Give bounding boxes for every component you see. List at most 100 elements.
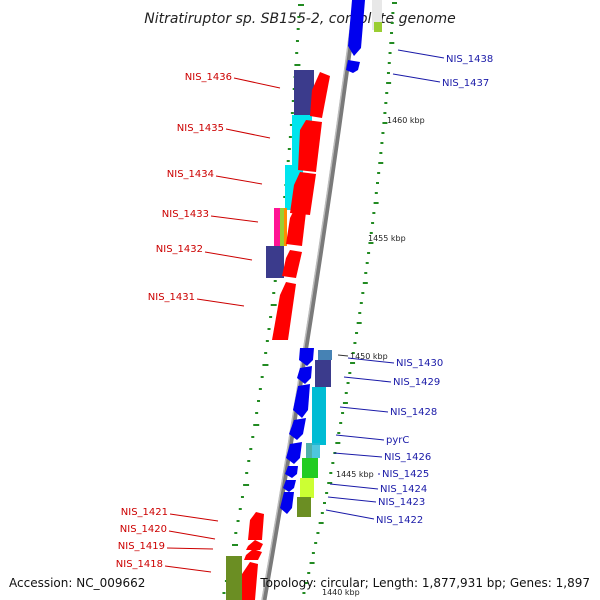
gene-label-nis-1429[interactable]: NIS_1429 <box>343 376 440 388</box>
gene-label-nis-1421[interactable]: NIS_1421 <box>121 507 219 522</box>
gene-label-nis-1437[interactable]: NIS_1437 <box>392 73 489 89</box>
gene-label-nis-1436[interactable]: NIS_1436 <box>185 72 281 89</box>
gc-dash <box>272 292 276 294</box>
gc-dash <box>388 52 392 54</box>
gene-arrow <box>346 60 360 73</box>
svg-text:NIS_1420: NIS_1420 <box>120 524 167 535</box>
gc-dash <box>364 272 368 274</box>
gc-dash <box>342 402 348 404</box>
gc-dash <box>381 132 385 134</box>
svg-text:NIS_1425: NIS_1425 <box>382 469 429 480</box>
gc-dash <box>339 422 343 424</box>
gc-dash <box>385 92 389 94</box>
gc-dash <box>247 460 251 462</box>
gene-label-nis-1423[interactable]: NIS_1423 <box>327 496 425 508</box>
svg-text:NIS_1418: NIS_1418 <box>116 559 163 570</box>
gene-labels-reverse: NIS_1436 NIS_1435 NIS_1434 NIS_1433 NIS_… <box>116 72 281 573</box>
gc-dash <box>382 122 388 124</box>
gc-dash <box>329 472 333 474</box>
gc-dash <box>325 492 329 494</box>
gc-dash <box>236 520 240 522</box>
gc-dash <box>337 432 341 434</box>
gc-dash <box>316 532 320 534</box>
svg-text:NIS_1436: NIS_1436 <box>185 72 232 83</box>
gc-dash <box>240 496 244 498</box>
svg-text:NIS_1424: NIS_1424 <box>380 484 427 495</box>
gene-label-nis-1420[interactable]: NIS_1420 <box>120 524 216 540</box>
gene-label-nis-1432[interactable]: NIS_1432 <box>156 244 253 261</box>
svg-text:NIS_1435: NIS_1435 <box>177 123 224 134</box>
genome-backbone-inner <box>261 0 355 600</box>
svg-text:NIS_1432: NIS_1432 <box>156 244 203 255</box>
gc-dash <box>358 312 362 314</box>
gc-dash <box>386 82 392 84</box>
gc-dash <box>371 222 375 224</box>
gc-dash <box>260 376 264 378</box>
tick-label-1440: 1440 kbp <box>322 588 360 597</box>
gc-dash <box>243 484 250 486</box>
gc-dash <box>392 2 397 4</box>
gc-dash <box>331 462 335 464</box>
gc-dash <box>374 192 378 194</box>
gc-dash <box>311 552 315 554</box>
svg-text:NIS_1422: NIS_1422 <box>376 515 423 526</box>
svg-text:NIS_1421: NIS_1421 <box>121 507 168 518</box>
gc-dash <box>335 442 341 444</box>
gc-dash <box>309 562 315 564</box>
tick-label-1455: 1455 kbp <box>368 234 406 243</box>
gene-label-nis-1424[interactable]: NIS_1424 <box>329 483 427 495</box>
gene-label-nis-1433[interactable]: NIS_1433 <box>162 209 259 223</box>
gc-dash <box>288 136 292 138</box>
forward-genes <box>280 348 332 517</box>
gene-label-nis-1425[interactable]: NIS_1425 <box>378 469 429 480</box>
gc-dash <box>295 40 299 42</box>
gc-dash <box>380 142 384 144</box>
tick-labels: 1460 kbp 1455 kbp 1450 kbp 1445 kbp 1440… <box>322 116 425 597</box>
gc-dash <box>369 232 373 234</box>
gene-label-nis-1435[interactable]: NIS_1435 <box>177 123 271 139</box>
svg-text:NIS_1431: NIS_1431 <box>148 292 195 303</box>
gc-dash <box>234 532 238 534</box>
gene-label-nis-1419[interactable]: NIS_1419 <box>118 541 214 552</box>
svg-text:NIS_1438: NIS_1438 <box>446 54 493 65</box>
svg-text:NIS_1423: NIS_1423 <box>378 497 425 508</box>
gc-dash <box>262 364 269 366</box>
gc-dash <box>375 182 379 184</box>
gene-label-nis-1430[interactable]: NIS_1430 <box>347 357 443 369</box>
gc-dash <box>267 328 271 330</box>
gene-label-nis-1422[interactable]: NIS_1422 <box>325 509 423 526</box>
gc-dash <box>290 112 294 114</box>
gc-dash <box>257 400 261 402</box>
gene-label-nis-1426[interactable]: NIS_1426 <box>333 452 431 463</box>
gc-dash <box>318 522 324 524</box>
gc-dash <box>320 512 324 514</box>
accession-text: Accession: NC_009662 <box>9 576 146 590</box>
gc-dash <box>265 340 269 342</box>
svg-text:NIS_1428: NIS_1428 <box>390 407 437 418</box>
gc-dash <box>344 392 348 394</box>
gene-label-nis-1434[interactable]: NIS_1434 <box>167 169 263 185</box>
svg-text:NIS_1434: NIS_1434 <box>167 169 214 180</box>
gc-dash <box>390 22 394 24</box>
gc-dash <box>307 572 311 574</box>
gc-dash <box>304 582 308 584</box>
gc-dash <box>287 148 291 150</box>
gc-dash <box>295 52 299 54</box>
gene-label-nis-1438[interactable]: NIS_1438 <box>397 49 493 65</box>
gc-dash <box>367 252 371 254</box>
gene-label-nis-1428[interactable]: NIS_1428 <box>339 406 437 418</box>
gc-dash <box>341 412 345 414</box>
gene-label-nis-1431[interactable]: NIS_1431 <box>148 292 245 307</box>
tick-label-1460: 1460 kbp <box>387 116 425 125</box>
svg-text:NIS_1426: NIS_1426 <box>384 452 431 463</box>
svg-text:NIS_1419: NIS_1419 <box>118 541 165 552</box>
gc-dash <box>390 32 394 34</box>
gc-dash <box>351 352 355 354</box>
gene-label-nis-1418[interactable]: NIS_1418 <box>116 559 212 573</box>
genome-summary-text: Topology: circular; Length: 1,877,931 bp… <box>260 576 590 590</box>
gc-dash <box>372 212 376 214</box>
gene-label-pyrc[interactable]: pyrC <box>335 434 409 446</box>
gc-dash <box>270 304 277 306</box>
gc-dash <box>253 424 260 426</box>
gc-dash <box>348 372 352 374</box>
